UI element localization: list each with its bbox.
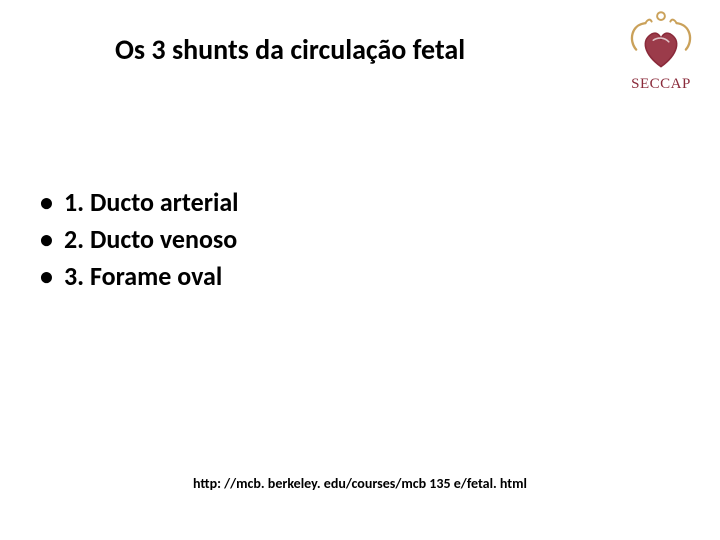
slide-title: Os 3 shunts da circulação fetal [115,32,465,67]
seccap-logo: SECCAP [616,6,706,106]
bullet-list: • 1. Ducto arterial • 2. Ducto venoso • … [40,185,239,296]
bullet-text: 2. Ducto venoso [64,222,237,257]
finger-icon [645,20,651,23]
hand-left-icon [632,23,646,49]
list-item: • 1. Ducto arterial [40,185,239,220]
finger-icon [670,20,676,23]
bullet-text: 1. Ducto arterial [64,185,239,220]
hand-right-icon [677,23,691,49]
list-item: • 2. Ducto venoso [40,222,239,257]
logo-graphic [621,6,701,76]
footer-url: http: //mcb. berkeley. edu/courses/mcb 1… [0,475,720,492]
head-icon [657,12,665,20]
logo-label: SECCAP [616,76,706,93]
bullet-marker-icon: • [40,259,64,294]
bullet-marker-icon: • [40,185,64,220]
slide: SECCAP Os 3 shunts da circulação fetal •… [0,0,720,540]
bullet-marker-icon: • [40,222,64,257]
list-item: • 3. Forame oval [40,259,239,294]
bullet-text: 3. Forame oval [64,259,222,294]
